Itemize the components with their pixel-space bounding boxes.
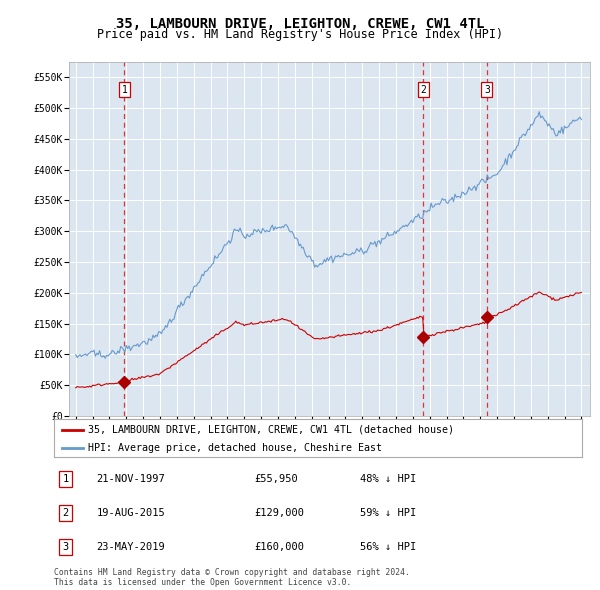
- Text: 48% ↓ HPI: 48% ↓ HPI: [360, 474, 416, 484]
- Text: 21-NOV-1997: 21-NOV-1997: [96, 474, 165, 484]
- Text: 35, LAMBOURN DRIVE, LEIGHTON, CREWE, CW1 4TL: 35, LAMBOURN DRIVE, LEIGHTON, CREWE, CW1…: [116, 17, 484, 31]
- Text: 2: 2: [62, 508, 69, 518]
- Text: 23-MAY-2019: 23-MAY-2019: [96, 542, 165, 552]
- Text: £55,950: £55,950: [254, 474, 298, 484]
- Text: 1: 1: [62, 474, 69, 484]
- Text: £160,000: £160,000: [254, 542, 305, 552]
- Text: 3: 3: [484, 84, 490, 94]
- Text: 3: 3: [62, 542, 69, 552]
- Text: HPI: Average price, detached house, Cheshire East: HPI: Average price, detached house, Ches…: [88, 442, 382, 453]
- Text: 2: 2: [421, 84, 427, 94]
- Text: 35, LAMBOURN DRIVE, LEIGHTON, CREWE, CW1 4TL (detached house): 35, LAMBOURN DRIVE, LEIGHTON, CREWE, CW1…: [88, 425, 454, 435]
- Text: Price paid vs. HM Land Registry's House Price Index (HPI): Price paid vs. HM Land Registry's House …: [97, 28, 503, 41]
- Text: 1: 1: [122, 84, 127, 94]
- Text: 19-AUG-2015: 19-AUG-2015: [96, 508, 165, 518]
- Text: £129,000: £129,000: [254, 508, 305, 518]
- Text: 59% ↓ HPI: 59% ↓ HPI: [360, 508, 416, 518]
- Text: Contains HM Land Registry data © Crown copyright and database right 2024.
This d: Contains HM Land Registry data © Crown c…: [54, 568, 410, 587]
- Text: 56% ↓ HPI: 56% ↓ HPI: [360, 542, 416, 552]
